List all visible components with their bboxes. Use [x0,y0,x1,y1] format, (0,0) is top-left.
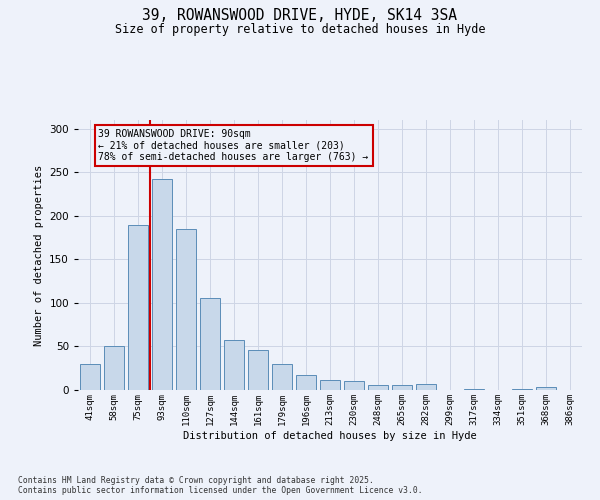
Text: Contains HM Land Registry data © Crown copyright and database right 2025.
Contai: Contains HM Land Registry data © Crown c… [18,476,422,495]
Bar [272,364,292,390]
Bar [176,229,196,390]
Bar [416,384,436,390]
Bar [536,388,556,390]
Bar [392,385,412,390]
Bar [296,375,316,390]
Text: 39, ROWANSWOOD DRIVE, HYDE, SK14 3SA: 39, ROWANSWOOD DRIVE, HYDE, SK14 3SA [143,8,458,22]
Bar [128,224,148,390]
Bar [248,350,268,390]
Bar [200,298,220,390]
Bar [224,340,244,390]
X-axis label: Distribution of detached houses by size in Hyde: Distribution of detached houses by size … [183,430,477,440]
Bar [80,364,100,390]
Bar [320,380,340,390]
Bar [368,385,388,390]
Bar [464,389,484,390]
Text: Size of property relative to detached houses in Hyde: Size of property relative to detached ho… [115,22,485,36]
Bar [344,382,364,390]
Bar [104,346,124,390]
Text: 39 ROWANSWOOD DRIVE: 90sqm
← 21% of detached houses are smaller (203)
78% of sem: 39 ROWANSWOOD DRIVE: 90sqm ← 21% of deta… [98,128,368,162]
Bar [512,389,532,390]
Bar [152,179,172,390]
Y-axis label: Number of detached properties: Number of detached properties [34,164,44,346]
